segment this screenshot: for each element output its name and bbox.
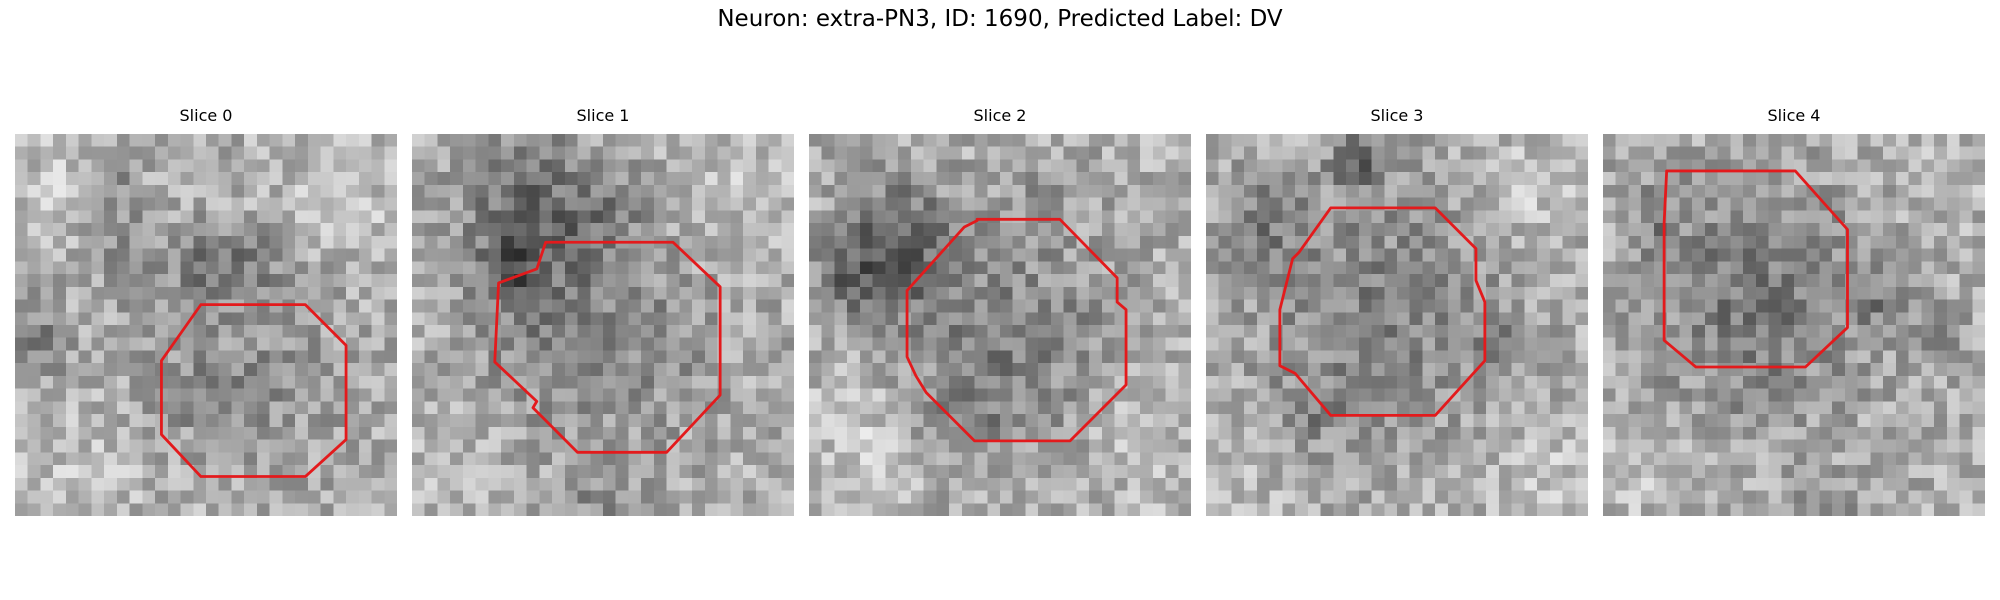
roi-contour	[1278, 206, 1487, 417]
pixel-grid	[809, 134, 1191, 516]
roi-contour	[160, 303, 348, 478]
figure-title: Neuron: extra-PN3, ID: 1690, Predicted L…	[717, 6, 1283, 32]
slice-image-0	[15, 134, 397, 516]
slice-title-4: Slice 4	[1767, 106, 1821, 125]
slice-image-4	[1603, 134, 1985, 516]
pixel-grid	[15, 134, 397, 516]
slice-title-0: Slice 0	[179, 106, 233, 125]
pixel-grid	[1603, 134, 1985, 516]
slice-title-3: Slice 3	[1370, 106, 1424, 125]
slice-image-1	[412, 134, 794, 516]
pixel-grid	[1206, 134, 1588, 516]
roi-contour	[493, 240, 722, 454]
roi-contour	[1662, 169, 1849, 369]
pixel-grid	[412, 134, 794, 516]
slice-title-1: Slice 1	[576, 106, 630, 125]
slice-image-2	[809, 134, 1191, 516]
slice-title-2: Slice 2	[973, 106, 1027, 125]
slice-image-3	[1206, 134, 1588, 516]
roi-contour	[905, 217, 1128, 443]
